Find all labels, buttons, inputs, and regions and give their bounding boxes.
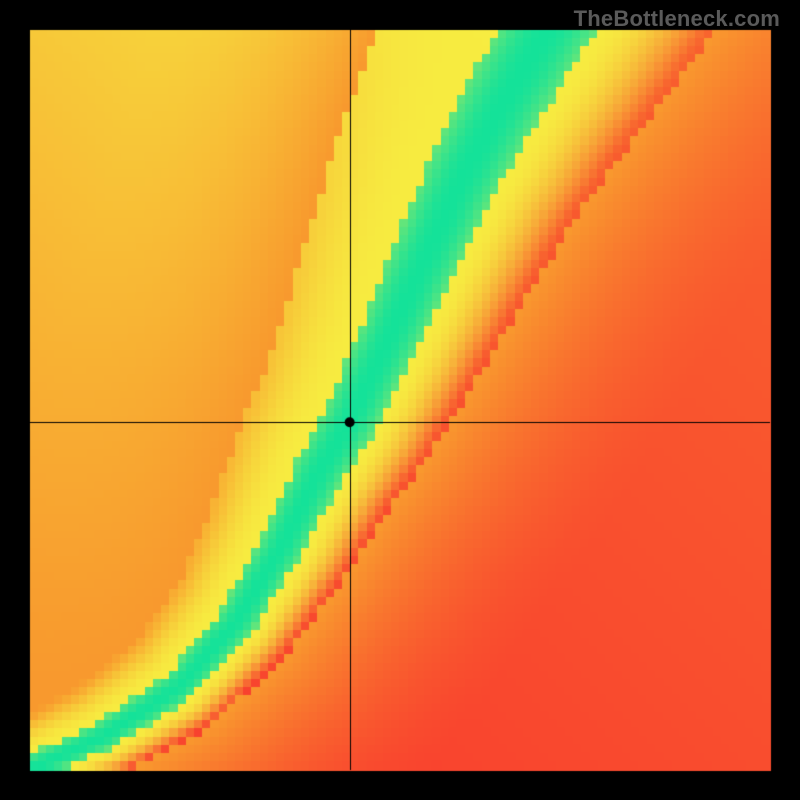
heatmap-canvas	[0, 0, 800, 800]
watermark-text: TheBottleneck.com	[574, 6, 780, 32]
